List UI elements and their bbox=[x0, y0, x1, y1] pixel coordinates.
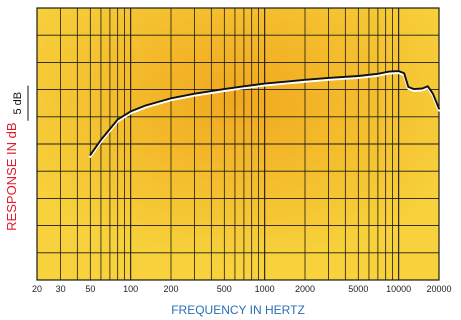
x-tick-200: 200 bbox=[163, 284, 178, 294]
x-tick-1000: 1000 bbox=[255, 284, 275, 294]
x-tick-20000: 20000 bbox=[426, 284, 451, 294]
x-tick-labels: 20 30 50 100 200 500 1000 2000 5000 10000 20000 bbox=[32, 284, 452, 294]
x-tick-30: 30 bbox=[56, 284, 66, 294]
x-tick-2000: 2000 bbox=[295, 284, 315, 294]
x-tick-100: 100 bbox=[123, 284, 138, 294]
x-tick-20: 20 bbox=[32, 284, 42, 294]
scale-label: 5 dB bbox=[12, 92, 24, 115]
x-axis-label: FREQUENCY IN HERTZ bbox=[171, 303, 305, 317]
response-curve bbox=[89, 70, 440, 156]
x-tick-5000: 5000 bbox=[348, 284, 368, 294]
y-axis-label: RESPONSE IN dB bbox=[4, 122, 19, 230]
db-scale-marker: 5 dB bbox=[12, 85, 29, 121]
horizontal-gridlines bbox=[37, 34, 439, 254]
x-tick-50: 50 bbox=[85, 284, 95, 294]
x-tick-500: 500 bbox=[217, 284, 232, 294]
response-curve-highlight bbox=[89, 71, 441, 158]
plot-frame bbox=[36, 7, 440, 281]
x-tick-10000: 10000 bbox=[386, 284, 411, 294]
